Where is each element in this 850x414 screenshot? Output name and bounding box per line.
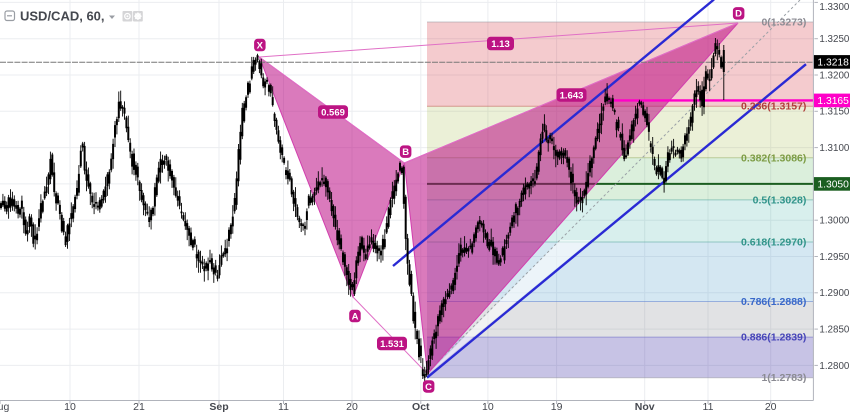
svg-text:1.2800: 1.2800	[819, 361, 850, 372]
svg-text:1.2850: 1.2850	[819, 325, 850, 336]
svg-text:1.13: 1.13	[491, 39, 510, 50]
svg-text:Oct: Oct	[412, 401, 430, 413]
svg-text:21: 21	[133, 401, 145, 413]
svg-text:1.3300: 1.3300	[819, 2, 850, 13]
svg-text:X: X	[257, 40, 264, 51]
svg-text:1.3050: 1.3050	[817, 180, 849, 191]
svg-text:1.3250: 1.3250	[819, 34, 850, 45]
svg-text:0.786(1.2888): 0.786(1.2888)	[741, 296, 806, 308]
svg-text:11: 11	[703, 401, 714, 413]
svg-text:Nov: Nov	[635, 401, 655, 413]
svg-text:0.886(1.2839): 0.886(1.2839)	[741, 332, 806, 344]
svg-text:C: C	[425, 382, 432, 393]
svg-text:1.3100: 1.3100	[819, 143, 850, 154]
svg-text:20: 20	[346, 401, 358, 413]
svg-text:0.236(1.3157): 0.236(1.3157)	[741, 101, 806, 113]
svg-text:0(1.3273): 0(1.3273)	[761, 17, 806, 29]
svg-text:1.643: 1.643	[560, 90, 584, 101]
svg-text:1.3000: 1.3000	[819, 216, 850, 227]
svg-text:11: 11	[278, 401, 289, 413]
svg-text:10: 10	[64, 401, 76, 413]
svg-text:19: 19	[551, 401, 563, 413]
svg-text:0.618(1.2970): 0.618(1.2970)	[741, 237, 806, 249]
svg-text:0.569: 0.569	[321, 107, 345, 118]
svg-text:D: D	[735, 9, 742, 20]
svg-text:1.2950: 1.2950	[819, 252, 850, 263]
svg-text:20: 20	[765, 401, 777, 413]
svg-text:Sep: Sep	[209, 401, 228, 413]
svg-text:1.2900: 1.2900	[819, 288, 850, 299]
svg-text:10: 10	[482, 401, 494, 413]
svg-text:1.3218: 1.3218	[817, 58, 849, 69]
svg-text:A: A	[352, 311, 359, 322]
svg-text:1.531: 1.531	[380, 339, 404, 350]
svg-text:1.3150: 1.3150	[819, 107, 850, 118]
svg-text:1.3165: 1.3165	[817, 96, 849, 107]
svg-text:0.382(1.3086): 0.382(1.3086)	[741, 152, 806, 164]
svg-text:1.3200: 1.3200	[819, 70, 850, 81]
svg-text:B: B	[402, 147, 409, 158]
svg-text:1(1.2783): 1(1.2783)	[761, 372, 806, 384]
svg-text:0.5(1.3028): 0.5(1.3028)	[753, 194, 807, 206]
svg-text:Aug: Aug	[0, 401, 9, 413]
svg-text:USD/CAD, 60,: USD/CAD, 60,	[20, 9, 105, 24]
